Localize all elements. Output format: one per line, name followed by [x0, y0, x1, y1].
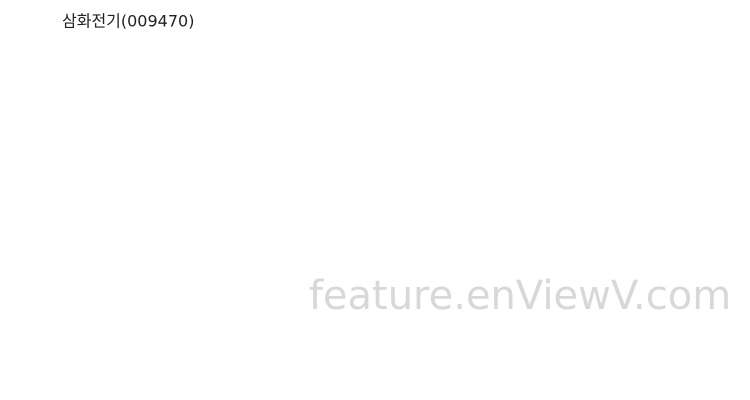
price-panel — [55, 35, 743, 295]
watermark: feature.enViewV.com — [309, 273, 731, 319]
chart-title: 삼화전기(009470) — [62, 12, 194, 31]
volume-panel — [55, 300, 743, 375]
